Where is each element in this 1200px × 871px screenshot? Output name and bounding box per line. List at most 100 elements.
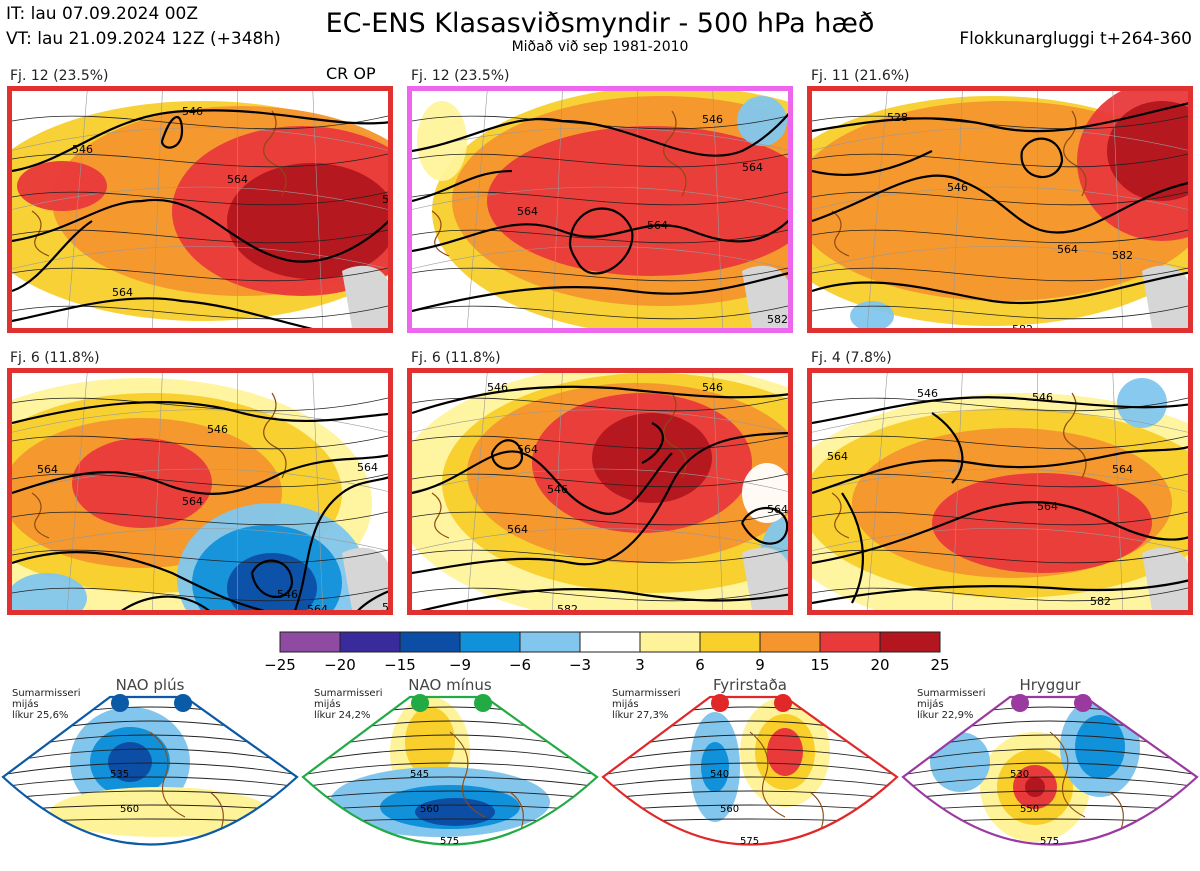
regime-contour	[303, 790, 597, 800]
height-contour	[412, 219, 788, 253]
colorbar-segment	[459, 631, 521, 653]
regime-marker-dot	[174, 694, 192, 712]
lon-gridline	[152, 373, 163, 610]
classification-window: Flokkunargluggi t+264-360	[959, 29, 1192, 49]
colorbar-tick: −15	[384, 656, 416, 674]
contour-label: 546	[207, 423, 228, 436]
regime-contour-label: 560	[420, 804, 439, 815]
regime-anomaly	[1005, 849, 1045, 865]
regime-marker-dot	[474, 694, 492, 712]
height-contour-thin	[812, 229, 1188, 244]
height-contour	[12, 220, 93, 293]
height-contour	[121, 595, 210, 610]
anomaly-region-7	[227, 553, 317, 610]
height-contour	[812, 579, 1188, 605]
regime-marker-dot	[111, 694, 129, 712]
height-contour-thin	[812, 549, 1188, 564]
regime-contour-label: 575	[440, 836, 459, 847]
lat-gridline	[812, 409, 1188, 433]
colorbar-segment	[639, 631, 701, 653]
anomaly-region-5	[417, 101, 467, 181]
panel-map-3: 528 546 564 582 582	[812, 91, 1188, 328]
regime-map: 535 560	[1, 694, 299, 846]
regime-contour	[303, 748, 597, 764]
regime-anomaly	[1025, 777, 1045, 797]
regime-note-line: líkur 22,9%	[917, 710, 974, 721]
contour-label: 546	[947, 181, 968, 194]
regime-note-line: mijás	[612, 699, 639, 710]
lon-gridline	[312, 91, 324, 328]
regime-name: NAO mínus	[408, 676, 492, 694]
contour-label: 546	[487, 381, 508, 394]
regime-marker-dot	[411, 694, 429, 712]
colorbar-tick: −20	[324, 656, 356, 674]
height-contour-thin	[812, 153, 1188, 168]
height-contour	[12, 550, 265, 610]
regime-note-line: mijás	[314, 699, 341, 710]
height-contour-thin	[412, 267, 788, 282]
lon-gridline	[312, 373, 324, 610]
regime-marker-dot	[1074, 694, 1092, 712]
colorbar-tick: 9	[755, 656, 765, 674]
lon-gridline	[466, 373, 488, 610]
contour-label: 546	[547, 483, 568, 496]
lon-gridline	[152, 91, 163, 328]
colorbar-segment	[279, 631, 341, 653]
regime-contour	[3, 762, 297, 776]
lat-gridline	[812, 245, 1188, 270]
lon-gridline	[1112, 373, 1124, 610]
height-contour-thin	[412, 397, 788, 412]
regime-anomaly	[108, 742, 152, 782]
panel-map-6: 546 546 564 564 564 582	[812, 373, 1188, 610]
regime-nao-plus: 535 560 NAO plús Sumarmisseri mijás líkur 25,…	[0, 672, 300, 871]
height-contour	[812, 102, 1188, 133]
height-contour	[357, 590, 388, 610]
height-contour-thin	[12, 229, 388, 244]
height-contour-thin	[12, 587, 388, 602]
lat-gridline	[12, 127, 388, 151]
initial-time: IT: lau 07.09.2024 00Z	[6, 4, 198, 24]
lon-gridline	[866, 373, 888, 610]
chart-title: EC-ENS Klasasviðsmyndir - 500 hPa hæð	[325, 8, 875, 39]
height-contour-thin	[412, 153, 788, 168]
height-contour	[412, 432, 788, 575]
regime-contour	[603, 776, 897, 788]
regime-outline	[301, 695, 599, 846]
coastline	[263, 392, 287, 479]
lon-gridline	[66, 91, 88, 328]
regime-contour-label: 575	[1040, 836, 1059, 847]
lat-gridline	[12, 245, 388, 270]
regime-anomaly	[930, 732, 990, 792]
regime-map: 530 550 575	[901, 694, 1199, 865]
panel-label-6: Fj. 4 (7.8%)	[811, 350, 892, 366]
coastline	[1063, 110, 1087, 197]
contour-label: 546	[917, 387, 938, 400]
lon-gridline	[952, 373, 963, 610]
regime-note-line: líkur 27,3%	[612, 710, 669, 721]
height-contour	[412, 385, 788, 415]
lat-gridline	[412, 127, 788, 151]
regime-nao-minus: 545 560 575 NAO mínus Sumarmisseri mijás líkur…	[300, 672, 600, 871]
lat-gridline	[412, 527, 788, 552]
regime-contour-label: 540	[710, 769, 729, 780]
cluster-panel-2: 546 564 564 564 582	[407, 86, 793, 333]
contour-label: 564	[517, 205, 538, 218]
coastline	[431, 210, 450, 257]
regime-blocking: 540 560 575 Fyrirstaða Sumarmisseri mijás líku…	[600, 672, 900, 871]
contour-label: 546	[182, 105, 203, 118]
regime-note-line: líkur 25,6%	[12, 710, 69, 721]
regime-contour	[3, 776, 297, 788]
contour-label: 564	[357, 461, 378, 474]
regime-map: 540 560 575	[601, 694, 899, 847]
regime-contour	[903, 748, 1197, 764]
coastline	[663, 392, 687, 479]
contour-label: 564	[1037, 500, 1058, 513]
regime-name: NAO plús	[115, 676, 185, 694]
regime-contour	[903, 762, 1197, 776]
colorbar-segment	[759, 631, 821, 653]
contour-label: 528	[887, 111, 908, 124]
lat-gridline	[812, 468, 1188, 492]
contour-label: 564	[1112, 463, 1133, 476]
regime-outline	[601, 695, 899, 846]
height-contour-thin	[812, 191, 1188, 206]
